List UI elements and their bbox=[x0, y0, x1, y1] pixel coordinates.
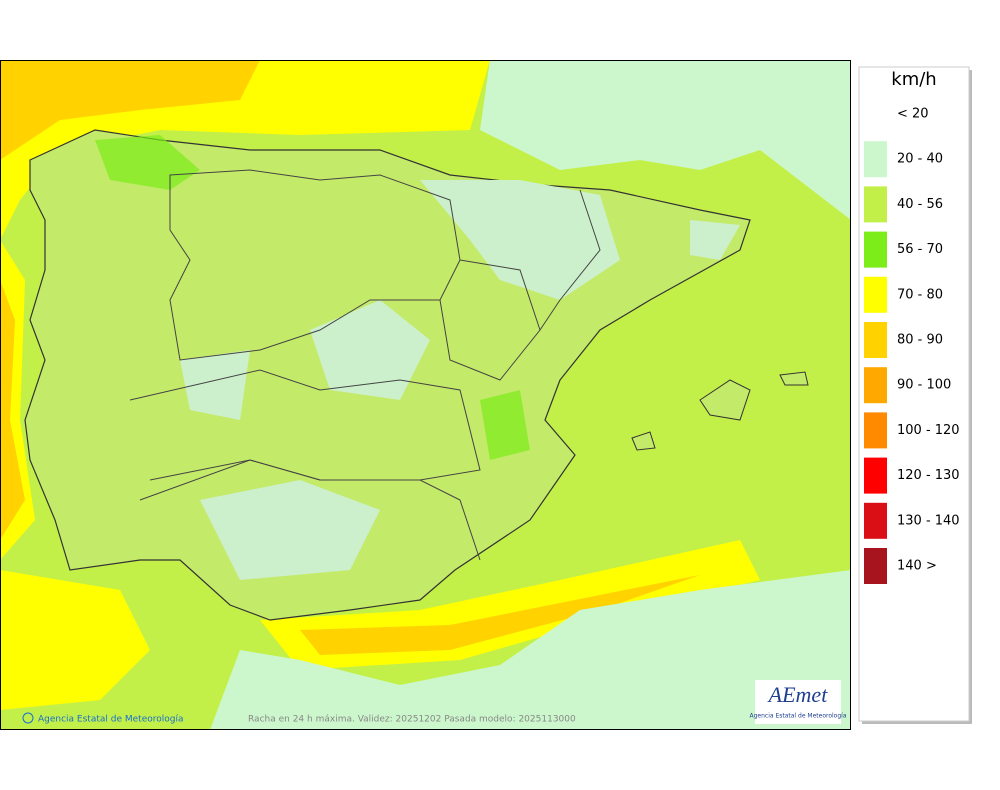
logo-name: AEmet bbox=[767, 682, 829, 707]
region-borders bbox=[129, 169, 601, 561]
legend-label: 120 - 130 bbox=[897, 468, 960, 483]
legend-swatch bbox=[864, 141, 887, 178]
map-frame bbox=[0, 60, 851, 730]
copyright-icon bbox=[22, 712, 34, 724]
legend-swatch bbox=[864, 231, 887, 268]
zone-20-40 bbox=[180, 350, 250, 420]
legend-swatch bbox=[864, 276, 887, 313]
legend-label: 20 - 40 bbox=[897, 152, 943, 167]
legend-label: 100 - 120 bbox=[897, 423, 960, 438]
legend-label: 130 - 140 bbox=[897, 513, 960, 528]
legend-swatch bbox=[864, 412, 887, 449]
zone-20-40 bbox=[310, 300, 430, 400]
land-france bbox=[480, 60, 851, 220]
zone-56-70 bbox=[480, 390, 530, 460]
legend-label: 140 > bbox=[897, 559, 937, 574]
zone-20-40 bbox=[200, 480, 380, 580]
sea-80-90 bbox=[0, 280, 25, 540]
zone-20-40 bbox=[690, 220, 740, 260]
legend-label: 70 - 80 bbox=[897, 287, 943, 302]
legend-swatch bbox=[864, 322, 887, 358]
legend-swatch bbox=[864, 457, 887, 494]
credit: Agencia Estatal de Meteorología bbox=[38, 715, 184, 725]
legend-title: km/h bbox=[891, 69, 936, 90]
sea-70-80 bbox=[0, 570, 150, 710]
legend-label: 80 - 90 bbox=[897, 333, 943, 348]
caption: Racha en 24 h máxima. Validez: 20251202 … bbox=[248, 715, 576, 725]
balearic-islands bbox=[631, 371, 809, 451]
sea-80-90 bbox=[300, 575, 700, 655]
legend-label: 40 - 56 bbox=[897, 197, 943, 212]
logo-subtitle: Agencia Estatal de Meteorología bbox=[750, 713, 847, 720]
legend-swatch bbox=[864, 502, 887, 539]
legend-label: < 20 bbox=[897, 107, 929, 122]
legend-swatch bbox=[864, 186, 887, 223]
sea-80-90 bbox=[0, 60, 260, 160]
zone-20-40 bbox=[420, 180, 620, 300]
legend-items: < 20 20 - 40 40 - 56 56 - 70 70 - 80 80 - 90 9… bbox=[864, 107, 960, 584]
land-africa bbox=[210, 570, 851, 730]
legend-label: 90 - 100 bbox=[897, 378, 951, 393]
map bbox=[0, 60, 851, 730]
zone-56-70 bbox=[95, 135, 200, 190]
legend-swatch bbox=[864, 548, 887, 584]
logo-box bbox=[755, 680, 841, 724]
legend-label: 56 - 70 bbox=[897, 242, 943, 257]
legend-swatch bbox=[864, 367, 887, 404]
